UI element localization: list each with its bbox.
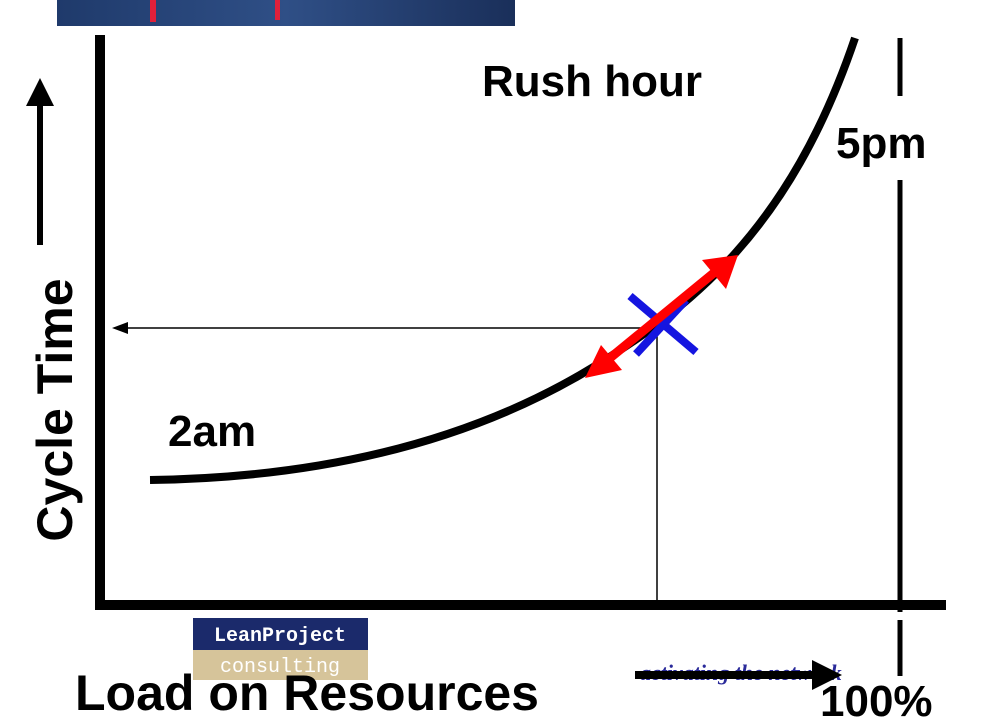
x-axis-end-label: 100%: [820, 677, 933, 718]
photo: [57, 0, 515, 26]
photo-detail: [150, 0, 156, 22]
x-axis-label: Load on Resources: [75, 665, 539, 718]
page: Rush hour 5pm 2am Cycle Time LeanProject…: [0, 0, 987, 718]
annotation: Rush hour: [482, 57, 702, 106]
y-axis-label: Cycle Time: [27, 278, 83, 541]
arrowhead: [26, 78, 54, 106]
annotation: 2am: [168, 407, 256, 456]
range-arrow: [610, 272, 715, 358]
annotation: 5pm: [836, 119, 926, 168]
photo-detail: [275, 0, 280, 20]
arrowhead: [112, 322, 128, 334]
logo-text: LeanProject: [214, 625, 346, 648]
slide: Rush hour 5pm 2am Cycle Time LeanProject…: [0, 0, 987, 718]
